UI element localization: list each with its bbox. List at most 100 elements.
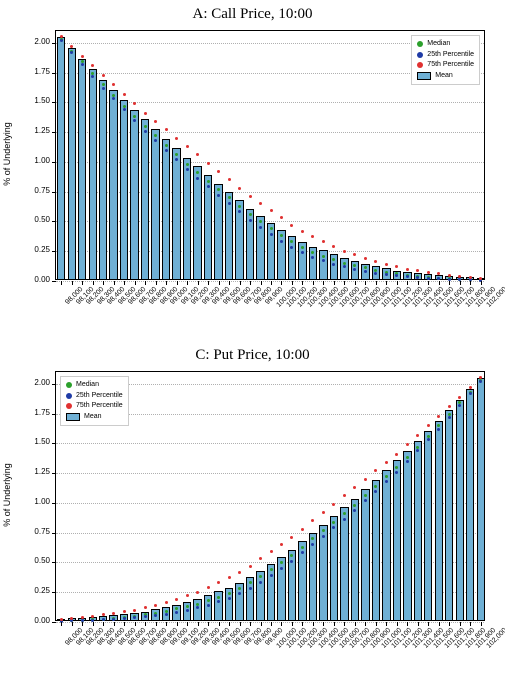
xtick-mark [229, 622, 230, 626]
ytick-label: 2.00 [20, 378, 50, 387]
p75-dot [301, 528, 304, 531]
legend-label: 75th Percentile [427, 60, 474, 71]
p25-dot [144, 130, 147, 133]
ytick-mark [52, 132, 56, 133]
bar [466, 389, 474, 620]
bar [319, 525, 327, 620]
ytick-label: 0.00 [20, 275, 50, 284]
ytick-label: 1.00 [20, 156, 50, 165]
p75-dot [353, 253, 356, 256]
ytick-mark [52, 473, 56, 474]
xtick-mark [460, 281, 461, 285]
ytick-label: 0.75 [20, 527, 50, 536]
bar [162, 139, 170, 279]
median-dot [280, 561, 283, 564]
p25-dot [301, 251, 304, 254]
p75-dot [427, 271, 430, 274]
p75-dot [427, 424, 430, 427]
ytick-mark [52, 592, 56, 593]
p25-dot [364, 499, 367, 502]
p75-dot [448, 405, 451, 408]
p75-dot [165, 601, 168, 604]
panel-title: C: Put Price, 10:00 [0, 341, 505, 364]
bar [130, 110, 138, 279]
panel-a: A: Call Price, 10:00Median25th Percentil… [0, 0, 505, 341]
p75-dot [259, 557, 262, 560]
median-dot [165, 144, 168, 147]
bar [204, 175, 212, 279]
xtick-mark [124, 622, 125, 626]
xtick-mark [177, 622, 178, 626]
p25-dot [91, 75, 94, 78]
bar [403, 451, 411, 620]
median-dot [322, 255, 325, 258]
bar [78, 59, 86, 279]
xtick-mark [198, 622, 199, 626]
xtick-mark [135, 281, 136, 285]
p25-dot [448, 416, 451, 419]
xtick-mark [323, 281, 324, 285]
p25-dot [322, 535, 325, 538]
p75-dot [238, 571, 241, 574]
xtick-mark [208, 622, 209, 626]
ytick-label: 1.75 [20, 67, 50, 76]
xtick-mark [355, 281, 356, 285]
ytick-mark [52, 43, 56, 44]
median-dot [217, 188, 220, 191]
bar [435, 421, 443, 620]
xtick-mark [145, 622, 146, 626]
p75-dot [395, 453, 398, 456]
median-dot [186, 605, 189, 608]
legend-item: Median [417, 39, 474, 50]
p25-dot [144, 615, 147, 618]
p25-dot [123, 108, 126, 111]
xtick-mark [428, 281, 429, 285]
p25-dot [228, 202, 231, 205]
p25-dot [364, 270, 367, 273]
p75-dot [228, 576, 231, 579]
xtick-mark [145, 281, 146, 285]
xtick-mark [166, 622, 167, 626]
xtick-mark [281, 281, 282, 285]
p75-dot [311, 519, 314, 522]
p75-dot [416, 269, 419, 272]
bar [151, 129, 159, 279]
p75-dot [81, 55, 84, 58]
xtick-mark [302, 622, 303, 626]
legend-swatch-dot [66, 403, 72, 409]
legend-swatch-rect [417, 72, 431, 80]
p75-dot [81, 616, 84, 619]
xtick-mark [334, 281, 335, 285]
median-dot [270, 568, 273, 571]
p75-dot [60, 618, 63, 621]
ytick-mark [52, 562, 56, 563]
bar [372, 480, 380, 620]
bar [330, 516, 338, 620]
ytick-label: 2.00 [20, 37, 50, 46]
p25-dot [102, 618, 105, 621]
ytick-label: 0.25 [20, 586, 50, 595]
xtick-mark [219, 622, 220, 626]
xtick-mark [177, 281, 178, 285]
bar [183, 158, 191, 279]
xtick-mark [439, 622, 440, 626]
bar [477, 378, 485, 620]
p75-dot [343, 250, 346, 253]
median-dot [217, 596, 220, 599]
p25-dot [207, 604, 210, 607]
xtick-mark [302, 281, 303, 285]
median-dot [228, 592, 231, 595]
legend-label: Mean [435, 71, 453, 82]
p25-dot [60, 39, 63, 42]
bar [214, 184, 222, 279]
p75-dot [290, 536, 293, 539]
ytick-mark [52, 162, 56, 163]
p75-dot [469, 276, 472, 279]
xtick-mark [72, 281, 73, 285]
p75-dot [448, 274, 451, 277]
ytick-mark [52, 503, 56, 504]
p25-dot [427, 277, 430, 280]
p75-dot [196, 591, 199, 594]
p75-dot [217, 170, 220, 173]
xtick-mark [449, 281, 450, 285]
